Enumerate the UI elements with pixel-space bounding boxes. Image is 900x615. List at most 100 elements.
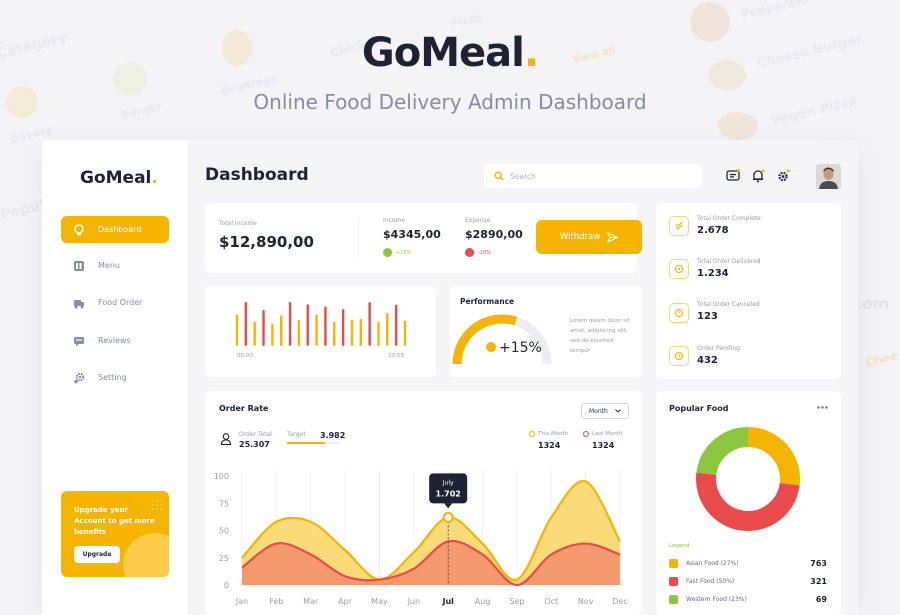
upgrade-button[interactable]: Upgrade: [74, 546, 120, 563]
total-income-label: Total Income: [219, 220, 257, 227]
dashboard-icon: [74, 223, 84, 235]
y-tick-label: 50: [219, 527, 229, 536]
sidebar-item-reviews[interactable]: Reviews: [61, 327, 169, 354]
more-icon[interactable]: [817, 406, 828, 409]
tooltip-value: 1.702: [436, 489, 461, 498]
legend-swatch: [669, 594, 678, 604]
income-change: +15%: [383, 248, 411, 257]
target-progress: [287, 442, 341, 444]
performance-description: Lorem ipsum dolor sit amet, adipiscing e…: [570, 318, 630, 354]
donut-slice: [696, 472, 800, 531]
legend-swatch: [669, 558, 678, 568]
x-tick-label: Feb: [269, 597, 283, 606]
activity-bar: [386, 313, 389, 346]
activity-bar: [333, 321, 336, 346]
series-line-last-month: [241, 539, 621, 587]
activity-bar: [280, 315, 283, 346]
sidebar: GoMeal. Dashboard Menu Food Order Review…: [42, 140, 188, 615]
donut-slice: [696, 427, 749, 476]
activity-start-label: 00:00: [237, 353, 253, 359]
search-placeholder: Search: [510, 171, 536, 181]
sidebar-item-food-order[interactable]: Food Order: [61, 289, 169, 316]
upgrade-text: Upgrade your Account to get more benefit…: [74, 506, 155, 536]
gauge-fill: [452, 314, 518, 365]
activity-bar: [368, 302, 371, 346]
stat-label: Total Order Canceled: [697, 301, 760, 308]
menu-icon: [74, 260, 84, 271]
legend-value: 763: [810, 558, 827, 568]
x-tick-label: Jul: [441, 597, 454, 606]
legend-label: Western Food (23%): [686, 595, 747, 603]
brand-dot: .: [151, 168, 158, 188]
legend-label: Asian Food (27%): [686, 559, 739, 567]
activity-bar: [377, 321, 380, 346]
y-tick-label: 100: [214, 472, 229, 481]
sidebar-item-label: Reviews: [98, 336, 131, 345]
x-tick-label: Mar: [303, 597, 319, 606]
x-tick-label: Sep: [509, 597, 524, 606]
withdraw-button[interactable]: Withdraw: [536, 220, 642, 254]
activity-bar: [306, 304, 309, 346]
activity-bar-chart: [235, 302, 407, 346]
activity-bar: [262, 309, 265, 346]
gear-icon[interactable]: [776, 169, 790, 183]
food-order-icon: [74, 299, 84, 308]
sidebar-item-setting[interactable]: Setting: [61, 364, 169, 391]
dot-grid-icon: [152, 500, 162, 510]
brand-dot: .: [523, 30, 539, 76]
stat-value: 1.234: [697, 268, 729, 279]
activity-bars-card: 00:00 23:59: [205, 286, 436, 377]
expense-change: -10%: [465, 248, 491, 257]
divider: [358, 218, 359, 258]
activity-bar: [244, 302, 248, 346]
target-value: 3.982: [320, 431, 346, 440]
x-tick-label: May: [371, 597, 388, 606]
sidebar-item-label: Menu: [98, 261, 120, 270]
order-stats-card: Total Order Complete 2.678 Total Order D…: [656, 203, 841, 379]
x-tick-label: Aug: [475, 597, 491, 606]
income-value: $4345,00: [383, 228, 441, 241]
x-tick-label: Dec: [612, 597, 627, 606]
order-total-value: 25.307: [239, 440, 270, 449]
legend-swatch: [669, 576, 678, 586]
legend-value: 69: [815, 594, 827, 604]
order-rate-title: Order Rate: [219, 404, 269, 413]
message-icon[interactable]: [726, 169, 740, 183]
stat-value: 2.678: [697, 225, 729, 236]
sidebar-item-menu[interactable]: Menu: [61, 252, 169, 279]
popular-food-title: Popular Food: [669, 404, 729, 413]
stat-label: Order Pending: [697, 345, 740, 352]
activity-bar: [315, 314, 318, 346]
activity-bar: [271, 324, 274, 346]
user-icon: [221, 433, 231, 445]
activity-bar: [288, 302, 292, 346]
search-input[interactable]: Search: [484, 164, 702, 188]
chevron-down-icon: [615, 409, 621, 413]
activity-bar: [253, 321, 256, 346]
sidebar-logo[interactable]: GoMeal.: [80, 168, 158, 188]
bell-icon[interactable]: [751, 169, 765, 183]
x-tick-label: Jan: [235, 597, 248, 606]
last-month-dot: [583, 431, 589, 437]
performance-card: Performance +15% Lorem ipsum dolor sit a…: [450, 286, 642, 377]
avatar[interactable]: [816, 164, 841, 189]
x-tick-label: Jun: [407, 597, 421, 606]
period-select[interactable]: Month: [581, 403, 629, 419]
sidebar-item-label: Food Order: [98, 298, 143, 307]
this-month-dot: [529, 431, 535, 437]
stat-label: Total Order Delivered: [697, 258, 761, 265]
order-rate-card: Order Rate Month Order Total 25.307 Targ…: [205, 391, 642, 615]
reviews-icon: [74, 336, 84, 346]
popular-food-card: Popular Food Legend Asian Food (27%) 763…: [656, 391, 841, 615]
sidebar-item-label: Setting: [98, 373, 127, 382]
arrow-up-icon: [486, 342, 496, 352]
performance-value: +15%: [499, 340, 542, 356]
sidebar-item-dashboard[interactable]: Dashboard: [61, 216, 169, 243]
search-icon: [494, 171, 504, 181]
send-icon: [607, 231, 619, 243]
total-income-value: $12,890,00: [219, 233, 314, 251]
activity-bar: [235, 314, 239, 346]
tooltip-box: [429, 473, 468, 504]
income-label: Income: [383, 217, 406, 224]
last-month-label: Last Month: [592, 431, 623, 437]
